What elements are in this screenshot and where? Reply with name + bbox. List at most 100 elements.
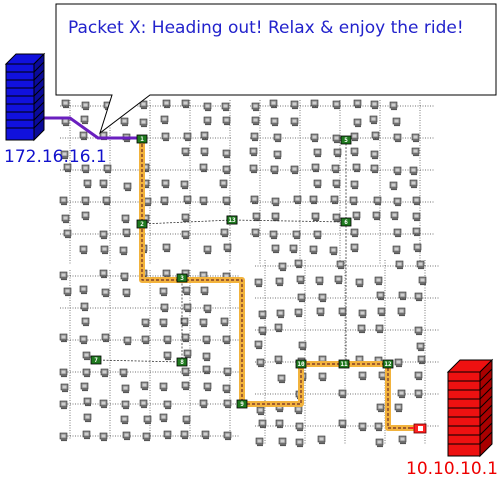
computer-icon <box>181 99 190 109</box>
computer-icon <box>338 419 347 429</box>
computer-icon <box>79 245 88 255</box>
computer-icon <box>393 133 402 143</box>
computer-icon <box>122 288 131 298</box>
computer-icon <box>292 230 301 240</box>
router-label: 8 <box>180 359 184 366</box>
computer-icon <box>273 150 282 160</box>
computer-icon <box>389 101 398 111</box>
computer-icon <box>330 195 339 205</box>
computer-icon <box>352 211 361 221</box>
router-node: 6 <box>340 217 352 227</box>
computer-icon <box>79 131 88 141</box>
computer-icon <box>223 399 232 409</box>
computer-icon <box>143 415 152 425</box>
computer-icon <box>332 213 341 223</box>
computer-icon <box>395 260 404 270</box>
computer-icon <box>290 117 299 127</box>
computer-icon <box>258 310 267 320</box>
computer-icon <box>123 336 132 346</box>
computer-icon <box>374 276 383 286</box>
computer-icon <box>413 243 422 253</box>
computer-icon <box>355 278 364 288</box>
computer-icon <box>412 212 421 222</box>
computer-icon <box>200 147 209 157</box>
computer-icon <box>338 389 347 399</box>
computer-icon <box>349 196 358 206</box>
computer-icon <box>297 293 306 303</box>
computer-icon <box>390 211 399 221</box>
computer-icon <box>219 179 228 189</box>
computer-icon <box>389 181 398 191</box>
computer-icon <box>119 246 128 256</box>
computer-icon <box>59 196 68 206</box>
speech-bubble-shape <box>55 3 497 135</box>
computer-icon <box>99 399 108 409</box>
computer-icon <box>223 243 232 253</box>
computer-icon <box>103 164 112 174</box>
speech-bubble: Packet X: Heading out! Relax & enjoy the… <box>55 3 497 135</box>
computer-icon <box>412 227 421 237</box>
computer-icon <box>394 403 403 413</box>
router-node: 7 <box>90 355 102 365</box>
computer-icon <box>358 371 367 381</box>
computer-icon <box>251 116 260 126</box>
computer-icon <box>220 228 229 238</box>
backbone-link <box>231 219 347 223</box>
computer-icon <box>141 335 150 345</box>
computer-icon <box>222 149 231 159</box>
computer-icon <box>183 132 192 142</box>
computer-icon <box>334 275 343 285</box>
router-node: 11 <box>338 359 350 369</box>
computer-icon <box>180 430 189 440</box>
computer-icon <box>83 179 92 189</box>
computer-icon <box>397 307 406 317</box>
computer-icon <box>61 99 70 109</box>
computer-icon <box>393 228 402 238</box>
computer-icon <box>182 415 191 425</box>
computer-icon <box>121 384 130 394</box>
computer-icon <box>372 211 381 221</box>
router-node: 13 <box>226 215 238 225</box>
computer-icon <box>203 304 212 314</box>
computer-icon <box>249 147 258 157</box>
computer-icon <box>271 244 280 254</box>
computer-icon <box>163 400 172 410</box>
computer-icon <box>310 133 319 143</box>
computer-icon <box>414 292 423 302</box>
computer-icon <box>275 419 284 429</box>
computer-icon <box>296 275 305 285</box>
computer-icon <box>414 326 423 336</box>
computer-icon <box>329 246 338 256</box>
computer-icon <box>271 212 280 222</box>
computer-icon <box>61 214 70 224</box>
computer-icon <box>222 165 231 175</box>
computer-icon <box>398 435 407 445</box>
router-label: 11 <box>340 361 348 368</box>
computer-icon <box>338 307 347 317</box>
router-node: 1 <box>136 134 148 144</box>
computer-icon <box>159 382 168 392</box>
computer-icon <box>254 340 263 350</box>
computer-icon <box>100 368 109 378</box>
computer-icon <box>278 437 287 447</box>
computer-icon <box>378 371 387 381</box>
backbone-link <box>95 359 183 363</box>
computer-icon <box>99 230 108 240</box>
computer-icon <box>220 317 229 327</box>
computer-icon <box>159 413 168 423</box>
computer-icon <box>350 180 359 190</box>
computer-icon <box>180 317 189 327</box>
computer-icon <box>99 269 108 279</box>
computer-icon <box>200 286 209 296</box>
computer-icon <box>100 245 109 255</box>
computer-icon <box>317 435 326 445</box>
computer-icon <box>274 323 283 333</box>
computer-icon <box>82 351 91 361</box>
router-icon <box>340 135 352 145</box>
computer-icon <box>140 381 149 391</box>
computer-icon <box>59 400 68 410</box>
computer-icon <box>416 342 425 352</box>
computer-icon <box>163 430 172 440</box>
computer-icon <box>370 100 379 110</box>
computer-icon <box>393 166 402 176</box>
